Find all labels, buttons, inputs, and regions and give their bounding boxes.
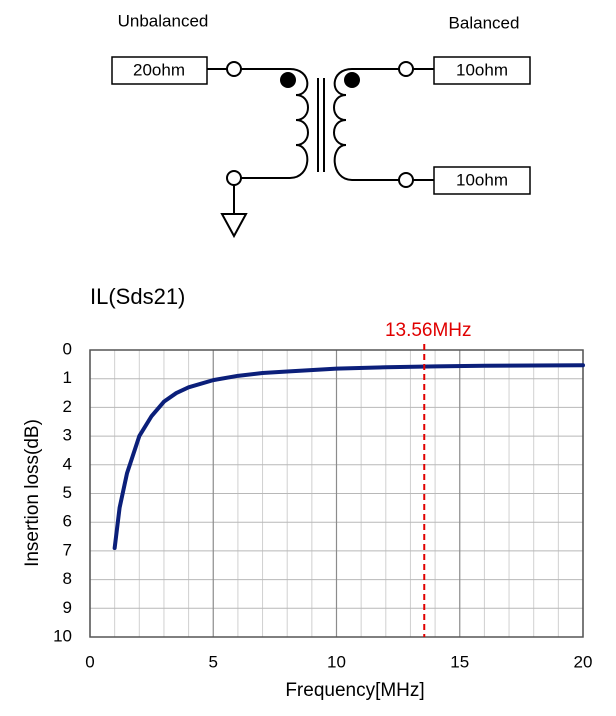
terminal [226,170,242,186]
x-tick-label: 5 [209,652,218,671]
x-axis-label: Frequency[MHz] [285,680,424,701]
y-tick-label: 8 [63,569,72,588]
secondary-coil [333,68,399,181]
port-label: 20ohm [133,60,185,79]
y-tick-label: 3 [63,426,72,445]
port-label: 10ohm [456,60,508,79]
y-axis-label: Insertion loss(dB) [22,419,43,567]
x-tick-label: 0 [85,652,94,671]
chart-title: IL(Sds21) [90,284,185,309]
plot-frame [89,349,584,638]
x-tick-label: 15 [450,652,469,671]
y-tick-label: 5 [63,483,72,502]
terminal [398,61,414,77]
y-tick-label: 7 [63,540,72,559]
port-box [433,56,531,85]
chart: IL(Sds21) Frequency[MHz] Insertion loss(… [22,284,592,701]
data-line [112,363,585,551]
right-title: Balanced [449,13,520,32]
terminal [398,172,414,188]
y-tick-label: 10 [53,626,72,645]
port-box [433,166,531,195]
terminal [226,61,242,77]
y-tick-label: 0 [63,339,72,358]
y-tick-label: 4 [63,454,72,473]
x-tick-label: 20 [574,652,593,671]
marker-label: 13.56MHz [385,320,472,341]
y-tick-label: 1 [63,368,72,387]
x-tick-label: 10 [327,652,346,671]
primary-coil [241,68,309,179]
ground [220,213,248,239]
y-tick-label: 6 [63,512,72,531]
y-tick-label: 2 [63,397,72,416]
circuit: Unbalanced Balanced 20ohm 10ohm 10ohm [111,11,531,239]
y-tick-label: 9 [63,598,72,617]
dot [280,72,296,88]
port-label: 10ohm [456,170,508,189]
port-box [111,56,208,85]
left-title: Unbalanced [118,11,209,30]
dot [344,72,360,88]
